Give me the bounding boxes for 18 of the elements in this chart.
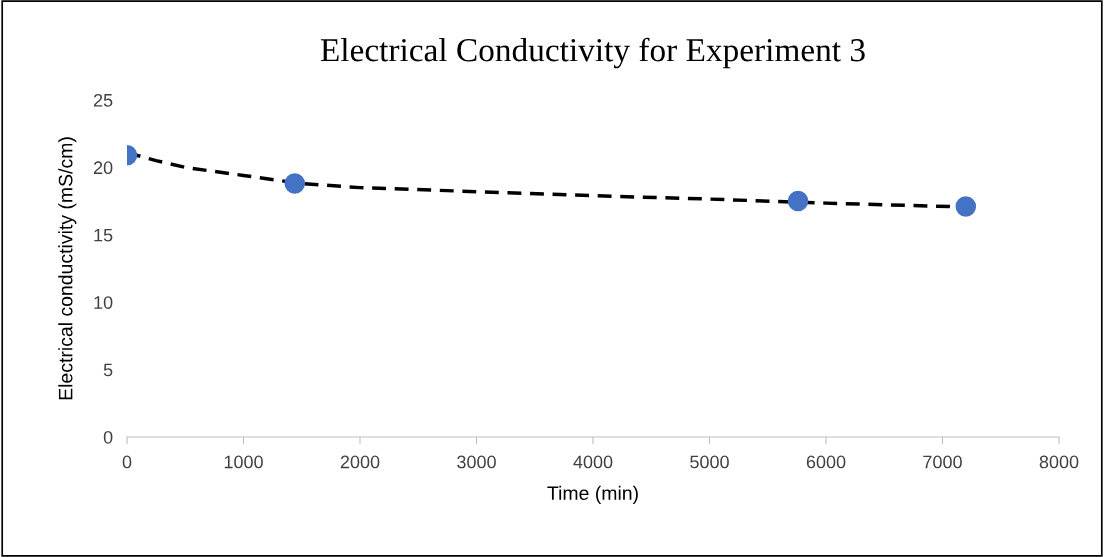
- x-tick-label: 6000: [806, 455, 846, 469]
- y-tick-label: 20: [93, 161, 113, 175]
- y-tick-label: 10: [94, 296, 113, 309]
- x-tick-label: 1000: [224, 455, 263, 469]
- y-tick-label: 25: [93, 93, 113, 107]
- chart-title: Electrical Conductivity for Experiment 3: [320, 37, 865, 69]
- y-tick-label: 15: [94, 228, 113, 242]
- y-axis-title: Electrical conductivity (mS/cm): [58, 137, 77, 400]
- x-tick-label: 5000: [690, 455, 729, 469]
- x-tick-label: 8000: [1039, 455, 1079, 469]
- y-tick-label: 5: [103, 363, 113, 377]
- x-tick-label: 7000: [923, 455, 962, 469]
- x-tick-label: 2000: [340, 455, 380, 469]
- x-tick-label: 0: [122, 455, 132, 469]
- x-axis-title: Time (min): [547, 485, 638, 504]
- y-tick-label: 0: [103, 430, 113, 444]
- x-tick-label: 4000: [573, 455, 613, 469]
- x-tick-label: 3000: [457, 455, 496, 469]
